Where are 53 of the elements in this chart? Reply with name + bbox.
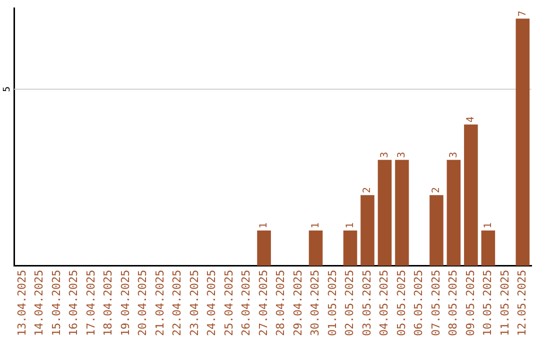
x-tick-label: 08.05.2025 bbox=[446, 270, 460, 336]
data-label: 4 bbox=[466, 116, 477, 123]
bar bbox=[308, 230, 323, 266]
x-tick-label: 23.04.2025 bbox=[188, 270, 201, 336]
bar bbox=[343, 230, 358, 266]
bar bbox=[360, 195, 374, 266]
x-tick-label: 06.05.2025 bbox=[412, 270, 426, 336]
x-tick-label: 11.05.2025 bbox=[498, 270, 512, 336]
x-tick-label: 03.05.2025 bbox=[360, 270, 374, 336]
data-label: 2 bbox=[431, 187, 442, 194]
data-label: 3 bbox=[448, 152, 460, 158]
x-tick-label: 28.04.2025 bbox=[274, 270, 288, 336]
x-tick-label: 21.04.2025 bbox=[153, 270, 166, 336]
x-tick-label: 12.05.2025 bbox=[516, 270, 529, 336]
data-label: 1 bbox=[344, 222, 356, 228]
x-tick-label: 14.04.2025 bbox=[32, 270, 46, 336]
x-tick-label: 09.05.2025 bbox=[464, 270, 477, 336]
x-tick-label: 10.05.2025 bbox=[481, 270, 494, 336]
bar bbox=[464, 124, 478, 266]
data-label: 3 bbox=[396, 152, 408, 158]
bar bbox=[378, 160, 392, 266]
x-tick-label: 04.05.2025 bbox=[378, 270, 391, 336]
data-label: 1 bbox=[310, 222, 322, 228]
x-tick-label: 22.04.2025 bbox=[170, 270, 184, 336]
bar bbox=[481, 230, 496, 266]
bar bbox=[395, 160, 409, 266]
data-label: 2 bbox=[362, 187, 374, 194]
data-label: 7 bbox=[517, 10, 528, 17]
bar bbox=[516, 18, 530, 266]
data-label: 1 bbox=[482, 222, 494, 228]
data-label: 3 bbox=[379, 152, 390, 158]
x-tick-label: 26.04.2025 bbox=[240, 270, 253, 336]
x-tick-label: 05.05.2025 bbox=[394, 270, 408, 336]
x-tick-label: 07.05.2025 bbox=[429, 270, 442, 336]
x-tick-label: 17.04.2025 bbox=[84, 270, 98, 336]
x-tick-label: 18.04.2025 bbox=[102, 270, 115, 336]
x-tick-label: 27.04.2025 bbox=[256, 270, 270, 336]
bar bbox=[257, 230, 271, 266]
x-tick-label: 19.04.2025 bbox=[118, 270, 132, 336]
x-tick-label: 01.05.2025 bbox=[326, 270, 339, 336]
x-tick-label: 15.04.2025 bbox=[50, 270, 63, 336]
x-tick-label: 30.04.2025 bbox=[308, 270, 322, 336]
x-tick-label: 20.04.2025 bbox=[136, 270, 150, 336]
x-tick-label: 02.05.2025 bbox=[343, 270, 356, 336]
bar bbox=[430, 195, 444, 266]
x-tick-label: 25.04.2025 bbox=[222, 270, 236, 336]
bar bbox=[446, 160, 461, 266]
ref-line-label: 5 bbox=[2, 86, 12, 92]
x-tick-label: 24.04.2025 bbox=[205, 270, 218, 336]
x-tick-label: 13.04.2025 bbox=[15, 270, 28, 336]
x-tick-label: 16.04.2025 bbox=[67, 270, 80, 336]
x-tick-label: 29.04.2025 bbox=[291, 270, 304, 336]
data-label: 1 bbox=[258, 222, 270, 228]
